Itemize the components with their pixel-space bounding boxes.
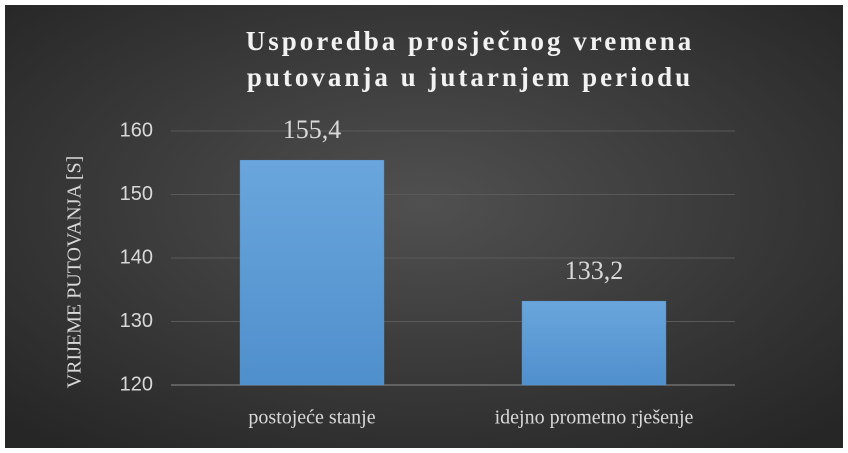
y-tick-label: 140	[120, 246, 153, 268]
x-tick-label: idejno prometno rješenje	[495, 407, 694, 429]
y-tick-label: 160	[120, 119, 153, 141]
chart-title: Usporedba prosječnog vremena	[246, 26, 695, 56]
y-tick-label: 150	[120, 183, 153, 205]
chart-title: putovanja u jutarnjem periodu	[247, 62, 693, 92]
y-axis-label: VRIJEME PUTOVANJA [S]	[64, 156, 86, 389]
data-label: 133,2	[565, 256, 624, 285]
background	[5, 5, 843, 448]
bar	[239, 159, 385, 386]
bar	[521, 300, 667, 386]
y-tick-label: 130	[120, 310, 153, 332]
data-label: 155,4	[283, 115, 342, 144]
x-tick-label: postojeće stanje	[248, 407, 375, 429]
y-tick-label: 120	[120, 373, 153, 395]
